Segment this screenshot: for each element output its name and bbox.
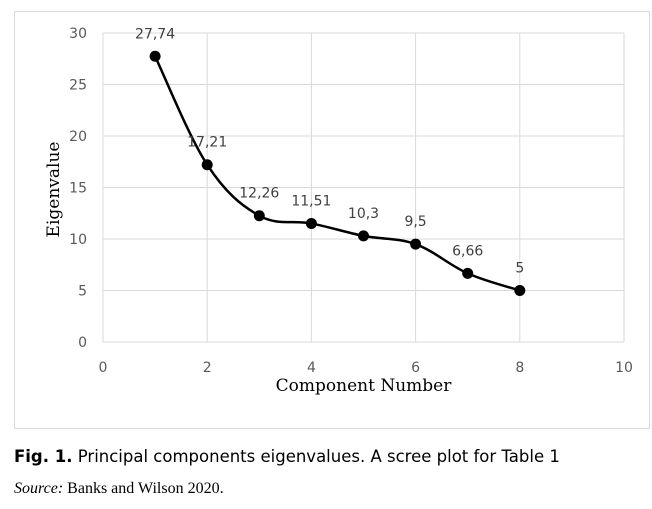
y-tick-label: 30: [69, 26, 87, 42]
x-axis-ticks: 0 2 4 6 8 10: [99, 360, 633, 376]
y-tick-label: 15: [69, 181, 87, 197]
x-tick-label: 6: [411, 360, 420, 376]
data-point: [462, 267, 474, 279]
data-label: 11,51: [291, 193, 331, 209]
data-point: [410, 238, 422, 250]
x-tick-label: 2: [203, 360, 212, 376]
figure-label: Fig. 1.: [14, 447, 73, 466]
figure-source: Source: Banks and Wilson 2020.: [14, 480, 644, 498]
data-point: [514, 285, 526, 296]
gridlines: [102, 32, 625, 343]
data-point: [149, 50, 161, 62]
scree-plot: 0 5 10 15 20 25 30 0 2 4 6 8 10 27,74 17,21 12,26 11,5…: [44, 26, 633, 396]
y-tick-label: 5: [78, 284, 87, 300]
y-axis-ticks: 0 5 10 15 20 25 30: [69, 26, 87, 351]
y-axis-title: Eigenvalue: [44, 142, 64, 238]
y-tick-label: 0: [78, 335, 87, 351]
figure-caption-text: Principal components eigenvalues. A scre…: [77, 447, 560, 466]
y-tick-label: 20: [69, 129, 87, 145]
data-label: 5: [515, 261, 524, 277]
chart-frame: [14, 11, 650, 429]
data-point: [358, 230, 369, 242]
x-axis-title: Component Number: [276, 376, 453, 396]
source-text: Banks and Wilson 2020.: [67, 480, 224, 497]
data-label: 6,66: [452, 243, 483, 259]
data-label: 10,3: [348, 206, 379, 222]
figure-caption: Fig. 1. Principal components eigenvalues…: [14, 447, 644, 466]
data-label: 12,26: [239, 186, 279, 202]
data-point: [253, 210, 265, 222]
data-label: 27,74: [135, 26, 175, 42]
y-tick-label: 25: [69, 78, 87, 94]
data-point: [201, 159, 213, 171]
data-label: 17,21: [187, 135, 227, 151]
x-tick-label: 0: [99, 360, 108, 376]
data-label: 9,5: [404, 214, 426, 230]
x-tick-label: 8: [515, 360, 524, 376]
source-label: Source:: [14, 480, 64, 497]
y-tick-label: 10: [69, 232, 87, 248]
data-points: [149, 50, 526, 296]
x-tick-label: 10: [615, 360, 633, 376]
data-point: [305, 217, 317, 229]
x-tick-label: 4: [307, 360, 316, 376]
data-labels: 27,74 17,21 12,26 11,51 10,3 9,5 6,66 5: [135, 26, 524, 276]
